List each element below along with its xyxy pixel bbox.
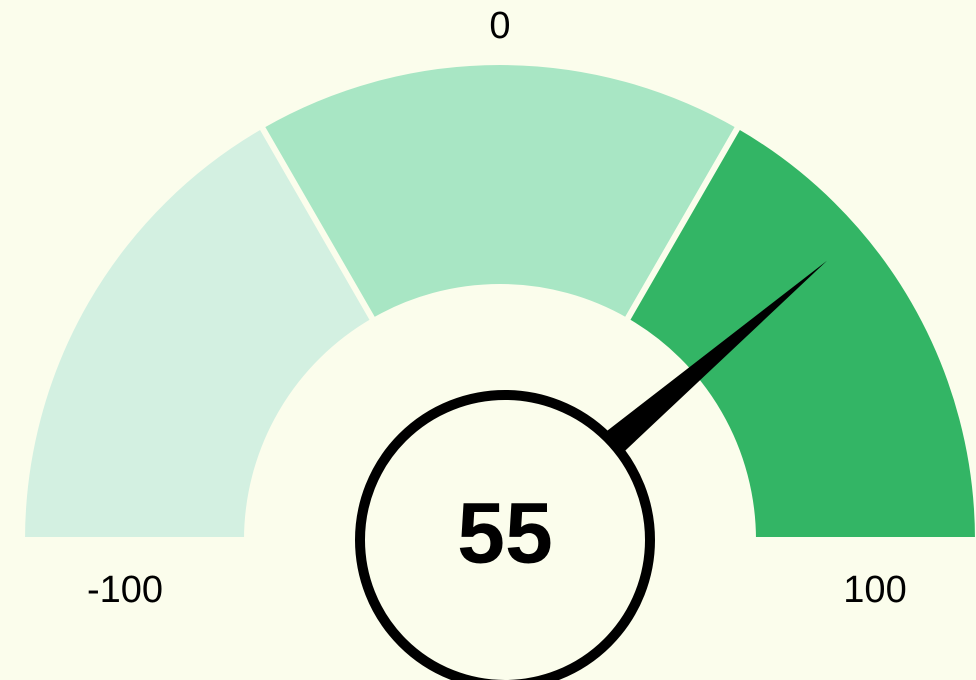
tick-label: -100 bbox=[87, 569, 163, 611]
tick-label: 0 bbox=[489, 5, 510, 47]
value-label: 55 bbox=[457, 486, 553, 582]
needle bbox=[597, 260, 827, 460]
value-circle bbox=[355, 390, 655, 680]
gauge-band bbox=[18, 121, 378, 543]
gauge-band bbox=[257, 59, 743, 325]
tick-label: 100 bbox=[843, 569, 906, 611]
